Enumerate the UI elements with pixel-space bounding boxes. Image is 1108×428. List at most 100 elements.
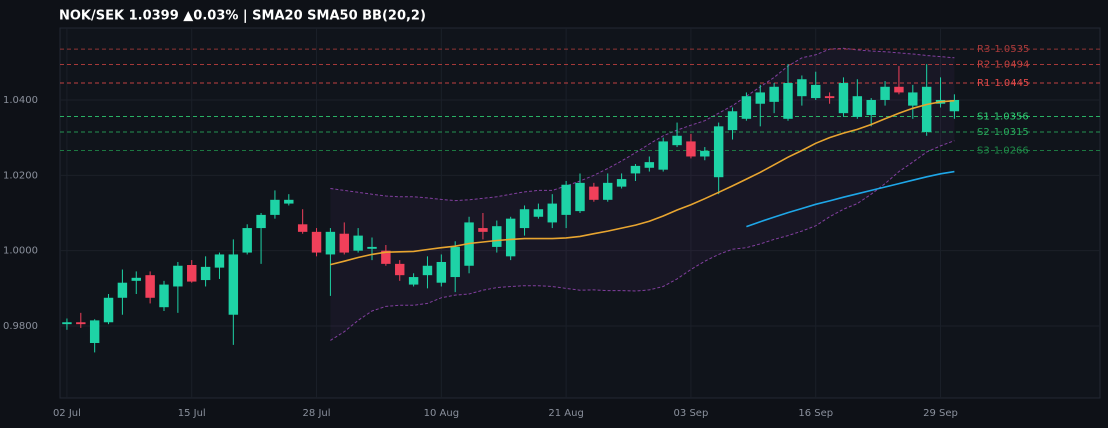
level-value: 1.0356 [994,112,1029,123]
candle-body [852,96,863,117]
level-value: 1.0535 [994,44,1029,55]
candle-body [381,250,391,264]
candle-body [658,141,668,170]
level-value: 1.0315 [994,127,1029,138]
y-tick-label: 0.9800 [3,321,38,332]
x-tick-label: 02 Jul [53,408,81,419]
candle-body [325,231,336,255]
level-label: S1 1.0356 [977,112,1029,123]
level-label: R1 1.0445 [977,78,1029,89]
band-line [330,47,955,202]
candle-body [422,265,433,276]
candle-body [339,233,349,253]
level-value: 1.0445 [994,78,1029,89]
candle-body [408,277,419,285]
candle-body [353,235,363,251]
candle-body [103,297,114,323]
candle-body [492,226,502,247]
candle-body [505,218,516,257]
level-name: S3 [977,145,990,156]
candle-body [866,99,876,116]
candle-body [713,126,724,178]
level-name: R2 [977,60,990,71]
level-label: S2 1.0315 [977,127,1029,138]
candle-body [228,254,239,315]
candle-body [450,246,460,278]
candle-body [603,182,613,200]
moving-average [746,170,955,228]
candle-body [686,141,696,157]
candle-body [547,203,557,223]
candle-body [117,282,128,298]
candle-body [616,179,627,187]
candle-body [478,228,488,232]
candle-body [672,135,682,146]
candle-body [811,84,821,99]
x-tick-label: 15 Jul [178,408,206,419]
candle-body [519,209,530,229]
x-tick-label: 29 Sep [923,408,958,419]
candle-body [159,284,169,308]
candle-body [284,199,294,204]
candle-body [769,86,779,102]
candle-body [755,92,765,104]
candle-body [741,96,752,119]
candle-body [894,86,904,93]
chart-title: NOK/SEK 1.0399 ▲0.03% | SMA20 SMA50 BB(2… [59,9,426,24]
moving-average [330,99,955,266]
candle-body [949,99,960,112]
level-label: S3 1.0266 [977,145,1029,156]
candle-body [256,214,266,229]
level-value: 1.0266 [994,145,1029,156]
y-tick-label: 1.0000 [3,246,38,257]
x-tick-label: 21 Aug [548,408,583,419]
candle-body [76,322,86,325]
band-fill [330,48,955,341]
candle-body [630,165,641,174]
y-tick-label: 1.0400 [3,95,38,106]
candle-body [367,246,377,249]
band-line [330,140,955,341]
candle-body [824,96,835,99]
candle-body [783,83,793,119]
level-name: S2 [977,127,990,138]
candle-body [533,209,544,217]
y-tick-label: 1.0200 [3,170,38,181]
candle-body [145,275,155,298]
candle-body [395,263,405,276]
candle-body [214,254,225,268]
level-label: R3 1.0535 [977,44,1029,55]
candle-body [62,322,72,325]
candle-body [644,162,655,168]
level-label: R2 1.0494 [977,60,1029,71]
level-value: 1.0494 [994,60,1029,71]
x-tick-label: 03 Sep [674,408,709,419]
candle-body [187,264,197,282]
candle-body [200,266,211,281]
candle-body [589,186,599,200]
candle-body [700,150,710,157]
candle-body [561,184,571,215]
x-tick-label: 10 Aug [424,408,459,419]
candle-body [242,228,252,253]
candle-body [575,182,585,212]
candle-body [131,277,141,281]
candle-body [311,231,322,253]
candle-body [297,224,308,232]
candle-body [908,92,918,106]
candle-body [797,79,807,97]
candle-body [89,320,100,343]
candle-body [727,111,738,131]
candle-body [921,86,932,132]
candle-body [436,261,447,283]
candle-body [270,199,280,215]
level-name: R3 [977,44,990,55]
candle-body [880,86,890,100]
candle-body [173,265,183,287]
level-name: S1 [977,112,990,123]
x-tick-label: 28 Jul [303,408,331,419]
candle-body [838,83,849,114]
level-name: R1 [977,78,990,89]
x-tick-label: 16 Sep [798,408,833,419]
